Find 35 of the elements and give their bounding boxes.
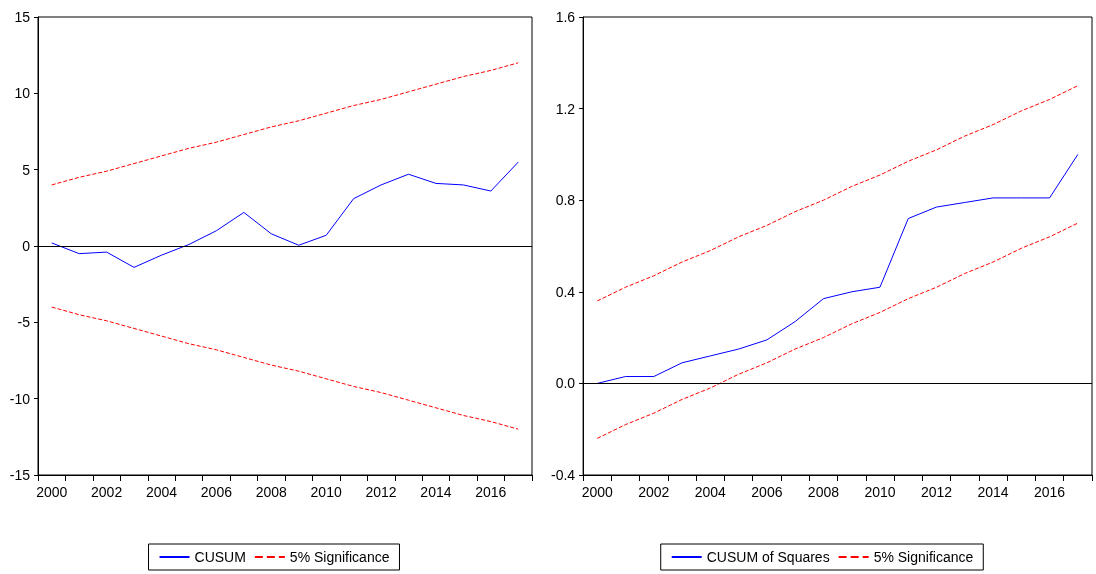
y-tick-label: 15	[14, 9, 31, 25]
y-tick-label: 1.6	[555, 9, 576, 25]
legend-label: CUSUM of Squares	[706, 549, 830, 565]
x-tick-label: 2012	[920, 484, 953, 500]
y-tick-label: 0.4	[555, 283, 576, 300]
x-tick-label: 2012	[365, 484, 397, 500]
y-tick-label: 1.2	[555, 100, 576, 117]
y-tick-label: 0	[22, 238, 31, 254]
legend-label: 5% Significance	[289, 549, 390, 565]
x-tick-label: 2006	[751, 484, 783, 500]
y-tick-label: 5	[22, 161, 31, 178]
x-tick-label: 2006	[200, 484, 233, 500]
y-tick-label: -15	[9, 467, 31, 483]
x-tick-label: 2016	[475, 484, 507, 500]
x-tick-label: 2014	[977, 484, 1009, 500]
x-tick-label: 2010	[864, 484, 896, 500]
x-tick-label: 2008	[255, 484, 288, 500]
x-tick-label: 2016	[1034, 484, 1066, 500]
x-tick-label: 2014	[420, 484, 452, 500]
y-tick-label: -10	[9, 390, 31, 407]
y-tick-label: 10	[14, 85, 31, 102]
legend-label: CUSUM	[194, 549, 246, 565]
x-tick-label: 2002	[638, 484, 670, 500]
y-tick-label: 0.8	[555, 192, 576, 209]
y-tick-label: 0.0	[555, 375, 576, 392]
x-tick-label: 2008	[807, 484, 840, 500]
x-tick-label: 2002	[91, 484, 123, 500]
x-tick-label: 2000	[36, 484, 68, 500]
y-tick-label: -5	[17, 314, 31, 331]
x-tick-label: 2010	[310, 484, 342, 500]
x-tick-label: 2004	[145, 484, 178, 500]
legend-label: 5% Significance	[873, 549, 974, 565]
y-tick-label: -0.4	[551, 467, 576, 483]
x-tick-label: 2000	[581, 484, 614, 500]
x-tick-label: 2004	[694, 484, 727, 500]
